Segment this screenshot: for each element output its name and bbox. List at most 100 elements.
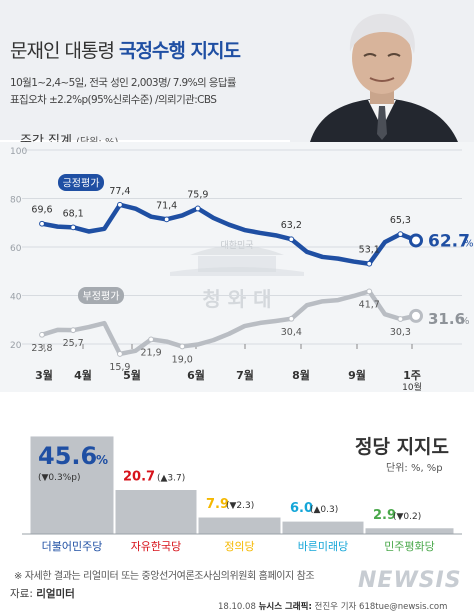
credit-line: 18.10.08 뉴시스 그래픽: 전진우 기자 618tue@newsis.c… — [218, 600, 447, 612]
party-name: 더불어민주당 — [42, 540, 103, 553]
party-bar — [364, 527, 455, 535]
party-change: (▼2.3) — [226, 501, 254, 511]
data-label: 77,4 — [109, 186, 130, 197]
party-chart-title: 정당 지지도 — [355, 436, 450, 458]
data-point — [366, 260, 373, 267]
data-point — [39, 331, 45, 338]
data-point — [288, 236, 295, 243]
final-point-marker — [409, 233, 423, 248]
legend-tag-bg — [58, 174, 104, 191]
x-tick-label: 4월 — [74, 368, 92, 382]
chart-series: 69,6 68,1 77,4 71,4 75,9 63,2 53,1 65,3 62.7% 긍정평… — [31, 174, 474, 373]
legend-tag-bg — [78, 287, 124, 304]
cheongwadae-watermark: 대한민국 청 와 대 — [170, 240, 304, 311]
title-plain: 문재인 대통령 — [10, 40, 115, 62]
data-point — [117, 351, 123, 357]
party-bar — [114, 488, 198, 535]
data-label: 71,4 — [156, 200, 177, 211]
data-point — [288, 315, 295, 322]
data-point — [397, 316, 404, 322]
data-label: 30,4 — [281, 327, 302, 338]
data-label: 21,9 — [141, 347, 162, 358]
party-name: 정의당 — [224, 540, 254, 553]
data-point — [366, 288, 373, 295]
survey-info-line1: 10월1~2,4~5일, 전국 성인 2,003명/ 7.9%의 응답률 — [10, 77, 237, 89]
data-label: 25,7 — [63, 338, 84, 349]
x-tick-label: 9월 — [348, 368, 366, 382]
data-label: 75,9 — [187, 189, 208, 200]
data-point — [397, 231, 404, 238]
data-label: 63,2 — [281, 220, 302, 231]
final-value-label: 62.7 — [428, 231, 470, 251]
watermark-big-text: 청 와 대 — [202, 287, 271, 311]
party-value-unit: % — [96, 453, 108, 467]
party-name: 민주평화당 — [384, 540, 435, 553]
final-value-label: 31.6 — [428, 310, 465, 328]
final-value-unit: % — [460, 316, 470, 327]
party-value: 2.9 — [373, 508, 396, 523]
party-value: 20.7 — [123, 469, 155, 484]
legend-tag-label: 긍정평가 — [63, 178, 100, 190]
party-name: 바른미래당 — [298, 540, 349, 553]
data-label: 69,6 — [31, 205, 52, 216]
footnote: ※ 자세한 결과는 리얼미터 또는 중앙선거여론조사심의위원회 홈페이지 참조 — [14, 571, 315, 582]
credit-date: 18.10.08 — [218, 602, 256, 612]
final-point-marker — [409, 308, 423, 323]
series-line-negative — [39, 289, 419, 357]
data-point — [70, 327, 77, 334]
y-tick-label: 100 — [10, 147, 27, 157]
survey-info-line2: 표집오차 ±2.2%p(95%신뢰수준) /의뢰기관:CBS — [10, 94, 217, 106]
series-line-positive — [39, 202, 419, 266]
data-label: 68,1 — [63, 208, 84, 219]
data-label: 41,7 — [359, 299, 380, 310]
party-change: (▼0.3%p) — [38, 473, 81, 483]
party-bar — [281, 520, 365, 535]
y-tick-label: 20 — [10, 341, 22, 351]
data-label: 15,9 — [109, 362, 130, 373]
president-portrait — [290, 6, 474, 142]
party-value: 45.6 — [38, 442, 97, 470]
data-label: 65,3 — [390, 215, 411, 226]
party-change: (▼0.2) — [393, 512, 421, 522]
data-label: 53,1 — [359, 245, 380, 256]
final-value-unit: % — [464, 238, 474, 249]
source-name: 리얼미터 — [36, 588, 75, 600]
data-label: 19,0 — [172, 354, 193, 365]
credit-label: 뉴시스 그래픽: — [258, 602, 312, 612]
x-tick-label: 8월 — [292, 368, 310, 382]
x-tick-sublabel: 10월 — [402, 381, 422, 393]
data-point — [70, 224, 77, 231]
party-chart-unit: 단위: %, %p — [386, 463, 443, 474]
party-value: 7.9 — [206, 497, 229, 512]
y-tick-label: 60 — [10, 244, 22, 254]
x-tick-label: 7월 — [236, 368, 254, 382]
source-line: 자료: 리얼미터 — [10, 586, 75, 601]
page-title: 문재인 대통령 국정수행 지지도 — [10, 36, 241, 63]
party-value: 6.0 — [290, 501, 313, 516]
credit-author: 전진우 기자 618tue@newsis.com — [314, 602, 448, 612]
newsis-logo: NEWSIS — [358, 568, 462, 593]
party-name: 자유한국당 — [131, 540, 182, 553]
source-label: 자료: — [10, 588, 33, 600]
x-tick-label: 5월 — [123, 368, 141, 382]
data-point — [117, 201, 123, 208]
party-change: (▲3.7) — [157, 473, 185, 483]
party-change: (▲0.3) — [310, 505, 338, 515]
legend-tag-label: 부정평가 — [83, 291, 120, 303]
data-point — [39, 220, 45, 227]
data-point — [179, 343, 186, 350]
x-tick-label: 3월 — [35, 368, 53, 382]
data-point — [148, 336, 154, 343]
data-label: 23,8 — [31, 343, 52, 354]
party-bar-chart: 45.6% (▼0.3%p) 더불어민주당 20.7 (▲3.7) 자유한국당 7.9(▼2… — [22, 435, 462, 553]
y-tick-label: 40 — [10, 293, 22, 303]
x-tick-label: 6월 — [187, 368, 205, 382]
data-label: 30,3 — [390, 327, 411, 338]
title-bold: 국정수행 지지도 — [118, 40, 241, 62]
data-point — [194, 205, 201, 212]
y-tick-label: 80 — [10, 196, 22, 206]
watermark-small-text: 대한민국 — [220, 240, 253, 251]
party-bar — [197, 516, 282, 535]
